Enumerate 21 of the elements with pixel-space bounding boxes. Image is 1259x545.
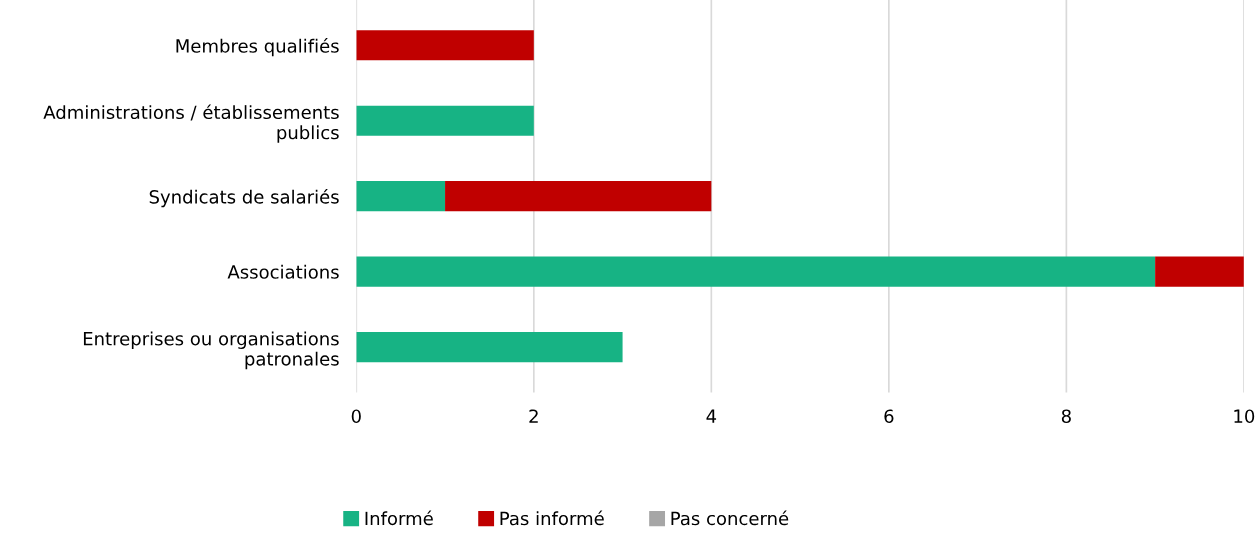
bar bbox=[356, 105, 534, 136]
x-tick-label: 10 bbox=[1234, 409, 1255, 424]
x-tick-label: 0 bbox=[351, 409, 361, 424]
y-tick-label: Membres qualifiés bbox=[176, 38, 339, 57]
x-tick-label: 4 bbox=[706, 409, 717, 423]
bar bbox=[356, 332, 623, 363]
legend-label: Informé bbox=[365, 510, 433, 526]
x-tick-label: 2 bbox=[529, 409, 538, 423]
y-tick-label: Administrations / établissements publics bbox=[43, 104, 339, 143]
x-tick-label: 8 bbox=[1061, 409, 1071, 424]
bar bbox=[445, 181, 712, 212]
bar bbox=[356, 30, 534, 61]
legend-label: Pas concerné bbox=[671, 510, 789, 526]
legend-label: Pas informé bbox=[500, 510, 604, 526]
x-tick-label: 6 bbox=[884, 409, 894, 424]
y-tick-label: Associations bbox=[227, 264, 339, 279]
bar bbox=[1155, 256, 1244, 287]
y-tick-label: Syndicats de salariés bbox=[149, 188, 339, 208]
bar bbox=[356, 256, 1156, 287]
bar bbox=[356, 181, 446, 212]
y-tick-label: Entreprises ou organisations patronales bbox=[83, 331, 339, 370]
